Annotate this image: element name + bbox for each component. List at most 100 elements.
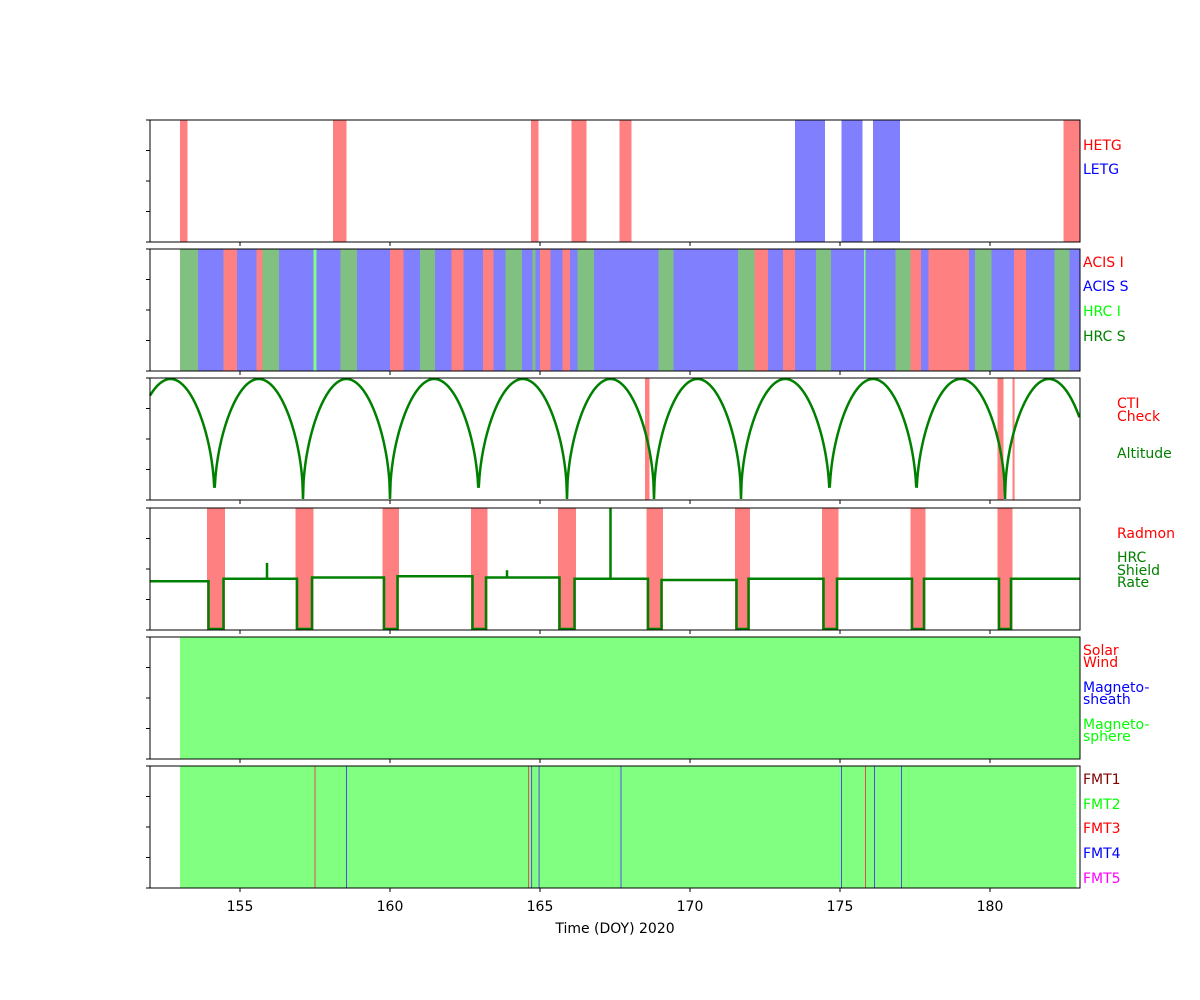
instrument-interval — [969, 249, 975, 371]
legend-check: Check — [1117, 409, 1161, 425]
instrument-interval — [895, 249, 911, 371]
instrument-interval — [921, 249, 929, 371]
instrument-interval — [256, 249, 263, 371]
instrument-interval — [570, 249, 578, 371]
radmon-interval — [382, 508, 399, 630]
format-interval — [180, 766, 1077, 888]
instrument-interval — [1069, 249, 1080, 371]
instrument-interval — [483, 249, 494, 371]
altitude-curve — [148, 377, 1081, 500]
legend-fmt4: FMT4 — [1083, 846, 1121, 862]
radmon-interval — [735, 508, 750, 630]
x-tick-label: 155 — [227, 899, 254, 915]
instrument-interval — [532, 249, 536, 371]
x-tick-label: 180 — [977, 899, 1004, 915]
instrument-interval — [864, 249, 866, 371]
legend-fmt2: FMT2 — [1083, 797, 1121, 813]
instrument-interval — [223, 249, 237, 371]
panel-grating: HETG LETG — [146, 119, 1122, 246]
shield-rate-curve — [150, 575, 1080, 631]
legend-fmt5: FMT5 — [1083, 871, 1121, 887]
legend-shield: Shield — [1117, 563, 1160, 579]
instrument-interval — [754, 249, 768, 371]
legend-sphere: sphere — [1083, 729, 1131, 745]
orbit-region-interval — [180, 637, 1080, 759]
legend-radmon: Radmon — [1117, 526, 1175, 542]
radmon-interval — [822, 508, 839, 630]
instrument-interval — [550, 249, 563, 371]
altitude-interval — [1012, 378, 1015, 500]
legend-acis-s: ACIS S — [1083, 279, 1129, 295]
instrument-interval — [279, 249, 314, 371]
radmon-interval — [207, 508, 225, 630]
instrument-interval — [1054, 249, 1070, 371]
instrument-interval — [658, 249, 674, 371]
x-tick-label: 165 — [527, 899, 554, 915]
altitude-interval — [997, 378, 1004, 500]
legend-hetg: HETG — [1083, 138, 1122, 154]
x-axis-label: Time (DOY) 2020 — [554, 921, 674, 937]
x-tick-label: 175 — [827, 899, 854, 915]
instrument-interval — [594, 249, 659, 371]
radmon-frame — [149, 507, 1081, 631]
legend-fmt1: FMT1 — [1083, 772, 1121, 788]
legend-magneto-: Magneto- — [1083, 717, 1149, 733]
instrument-interval — [673, 249, 738, 371]
grating-interval — [619, 120, 632, 242]
x-tick-label: 160 — [377, 899, 404, 915]
instrument-interval — [357, 249, 390, 371]
legend-fmt3: FMT3 — [1083, 821, 1121, 837]
instrument-interval — [975, 249, 992, 371]
panel-format: FMT1 FMT2 FMT3 FMT4 FMT5 — [146, 765, 1121, 892]
grating-interval — [180, 120, 188, 242]
grating-frame — [149, 119, 1081, 243]
radmon-interval — [646, 508, 663, 630]
grating-interval — [873, 120, 900, 242]
instrument-interval — [493, 249, 506, 371]
instrument-interval — [340, 249, 357, 371]
instrument-interval — [577, 249, 594, 371]
instrument-interval — [768, 249, 783, 371]
instrument-interval — [1026, 249, 1055, 371]
instrument-interval — [783, 249, 795, 371]
legend-letg: LETG — [1083, 162, 1119, 178]
instrument-interval — [795, 249, 816, 371]
legend-wind: Wind — [1083, 655, 1118, 671]
legend-sheath: sheath — [1083, 692, 1131, 708]
legend-hrc-s: HRC S — [1083, 329, 1126, 345]
instrument-interval — [435, 249, 452, 371]
grating-interval — [531, 120, 539, 242]
instrument-interval — [316, 249, 341, 371]
radmon-interval — [295, 508, 314, 630]
grating-interval — [795, 120, 825, 242]
instrument-interval — [540, 249, 551, 371]
panel-instrument: ACIS I ACIS S HRC I HRC S — [146, 248, 1129, 375]
instrument-interval — [403, 249, 420, 371]
legend-magneto-: Magneto- — [1083, 680, 1149, 696]
legend-hrc: HRC — [1117, 550, 1147, 566]
instrument-interval — [262, 249, 279, 371]
grating-interval — [1063, 120, 1080, 242]
instrument-interval — [831, 249, 864, 371]
radmon-interval — [910, 508, 926, 630]
radmon-interval — [471, 508, 488, 630]
instrument-interval — [390, 249, 404, 371]
grating-interval — [333, 120, 347, 242]
instrument-interval — [991, 249, 1014, 371]
instrument-interval — [562, 249, 570, 371]
legend-altitude: Altitude — [1117, 446, 1172, 462]
legend-hrc-i: HRC I — [1083, 304, 1121, 320]
radmon-interval — [997, 508, 1013, 630]
instrument-interval — [535, 249, 540, 371]
instrument-interval — [198, 249, 224, 371]
instrument-interval — [1014, 249, 1026, 371]
x-tick-label: 170 — [677, 899, 704, 915]
instrument-interval — [420, 249, 435, 371]
legend-solar: Solar — [1083, 643, 1119, 659]
instrument-interval — [180, 249, 198, 371]
grating-interval — [841, 120, 863, 242]
